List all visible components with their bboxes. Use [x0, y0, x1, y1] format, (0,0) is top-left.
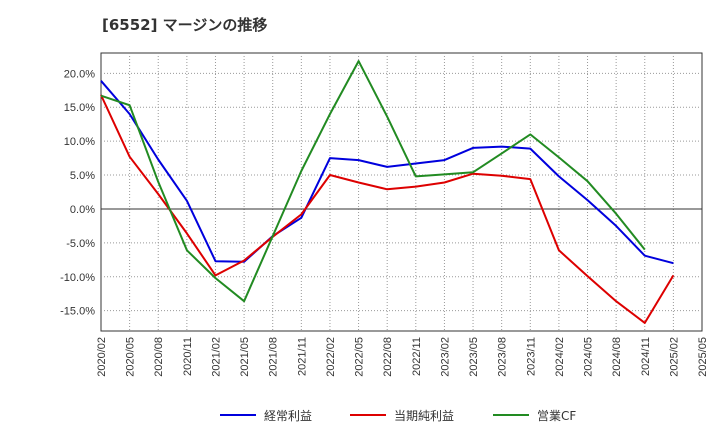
series-line-1 [100, 80, 674, 265]
y-tick-label: -5.0% [66, 238, 95, 250]
y-axis-tick-labels: 20.0% 15.0% 10.0% 5.0% 0.0% -5.0% -10.0% -15.0% [60, 68, 95, 317]
y-tick-label: 10.0% [64, 136, 95, 148]
y-tick-label: 5.0% [70, 170, 95, 182]
plot-frame [100, 52, 703, 332]
x-tick-label: 2020/11 [182, 337, 194, 376]
y-tick-label: 20.0% [64, 68, 95, 80]
x-tick-label: 2023/05 [468, 337, 480, 377]
x-tick-label: 2023/02 [439, 337, 451, 377]
x-tick-label: 2020/05 [125, 337, 137, 377]
x-tick-label: 2024/11 [640, 337, 652, 376]
x-tick-label: 2024/08 [611, 337, 623, 377]
grid [100, 52, 703, 332]
legend-label: 当期純利益 [394, 409, 454, 423]
y-tick-label: 0.0% [70, 204, 95, 216]
x-tick-label: 2021/02 [210, 337, 222, 377]
x-tick-label: 2021/08 [268, 337, 280, 377]
x-tick-label: 2021/05 [239, 337, 251, 377]
y-tick-label: -15.0% [60, 306, 95, 318]
chart-title: [6552] マージンの推移 [102, 16, 268, 34]
legend: 経常利益 当期純利益 営業CF [220, 409, 576, 423]
x-tick-label: 2023/11 [525, 337, 537, 376]
x-tick-label: 2022/11 [411, 337, 423, 376]
y-tick-label: 15.0% [64, 102, 95, 114]
legend-label: 経常利益 [264, 409, 312, 423]
x-tick-label: 2024/05 [583, 337, 595, 377]
x-tick-label: 2022/02 [325, 337, 337, 377]
series-line-2 [100, 94, 675, 324]
legend-label: 営業CF [537, 409, 576, 423]
x-tick-label: 2025/02 [668, 337, 680, 377]
x-tick-label: 2022/05 [354, 337, 366, 377]
series-lines [100, 60, 675, 324]
x-tick-label: 2024/02 [554, 337, 566, 377]
x-tick-label: 2025/05 [697, 337, 709, 377]
x-axis-tick-labels: 2020/02 2020/05 2020/08 2020/11 2021/02 2021/… [96, 337, 709, 377]
x-tick-label: 2020/02 [96, 337, 108, 377]
x-tick-label: 2021/11 [296, 337, 308, 376]
series-line-3 [100, 60, 646, 303]
x-tick-label: 2020/08 [153, 337, 165, 377]
y-tick-label: -10.0% [60, 272, 95, 284]
x-tick-label: 2023/08 [497, 337, 509, 377]
x-tick-label: 2022/08 [382, 337, 394, 377]
